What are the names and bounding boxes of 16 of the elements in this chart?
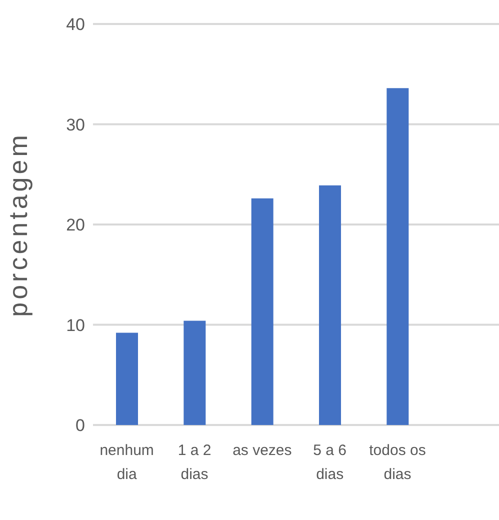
y-tick-label: 20 xyxy=(66,216,85,235)
bar xyxy=(184,320,206,425)
bar xyxy=(319,185,341,425)
bar xyxy=(386,88,409,425)
x-tick-label: 5 a 6 dias xyxy=(313,442,347,483)
x-tick-label: todos os dias xyxy=(369,442,426,483)
x-tick-label: 1 a 2 dias xyxy=(178,442,212,483)
y-axis-title: porcentagem xyxy=(3,132,34,317)
y-tick-label: 30 xyxy=(66,115,85,134)
y-tick-label: 40 xyxy=(66,15,85,34)
y-tick-label: 0 xyxy=(76,416,85,436)
x-tick-label: nenhum dia xyxy=(100,442,154,483)
y-tick-label: 10 xyxy=(66,316,85,335)
x-tick-label: as vezes xyxy=(232,442,292,459)
bar xyxy=(116,332,138,425)
bar xyxy=(251,198,274,425)
